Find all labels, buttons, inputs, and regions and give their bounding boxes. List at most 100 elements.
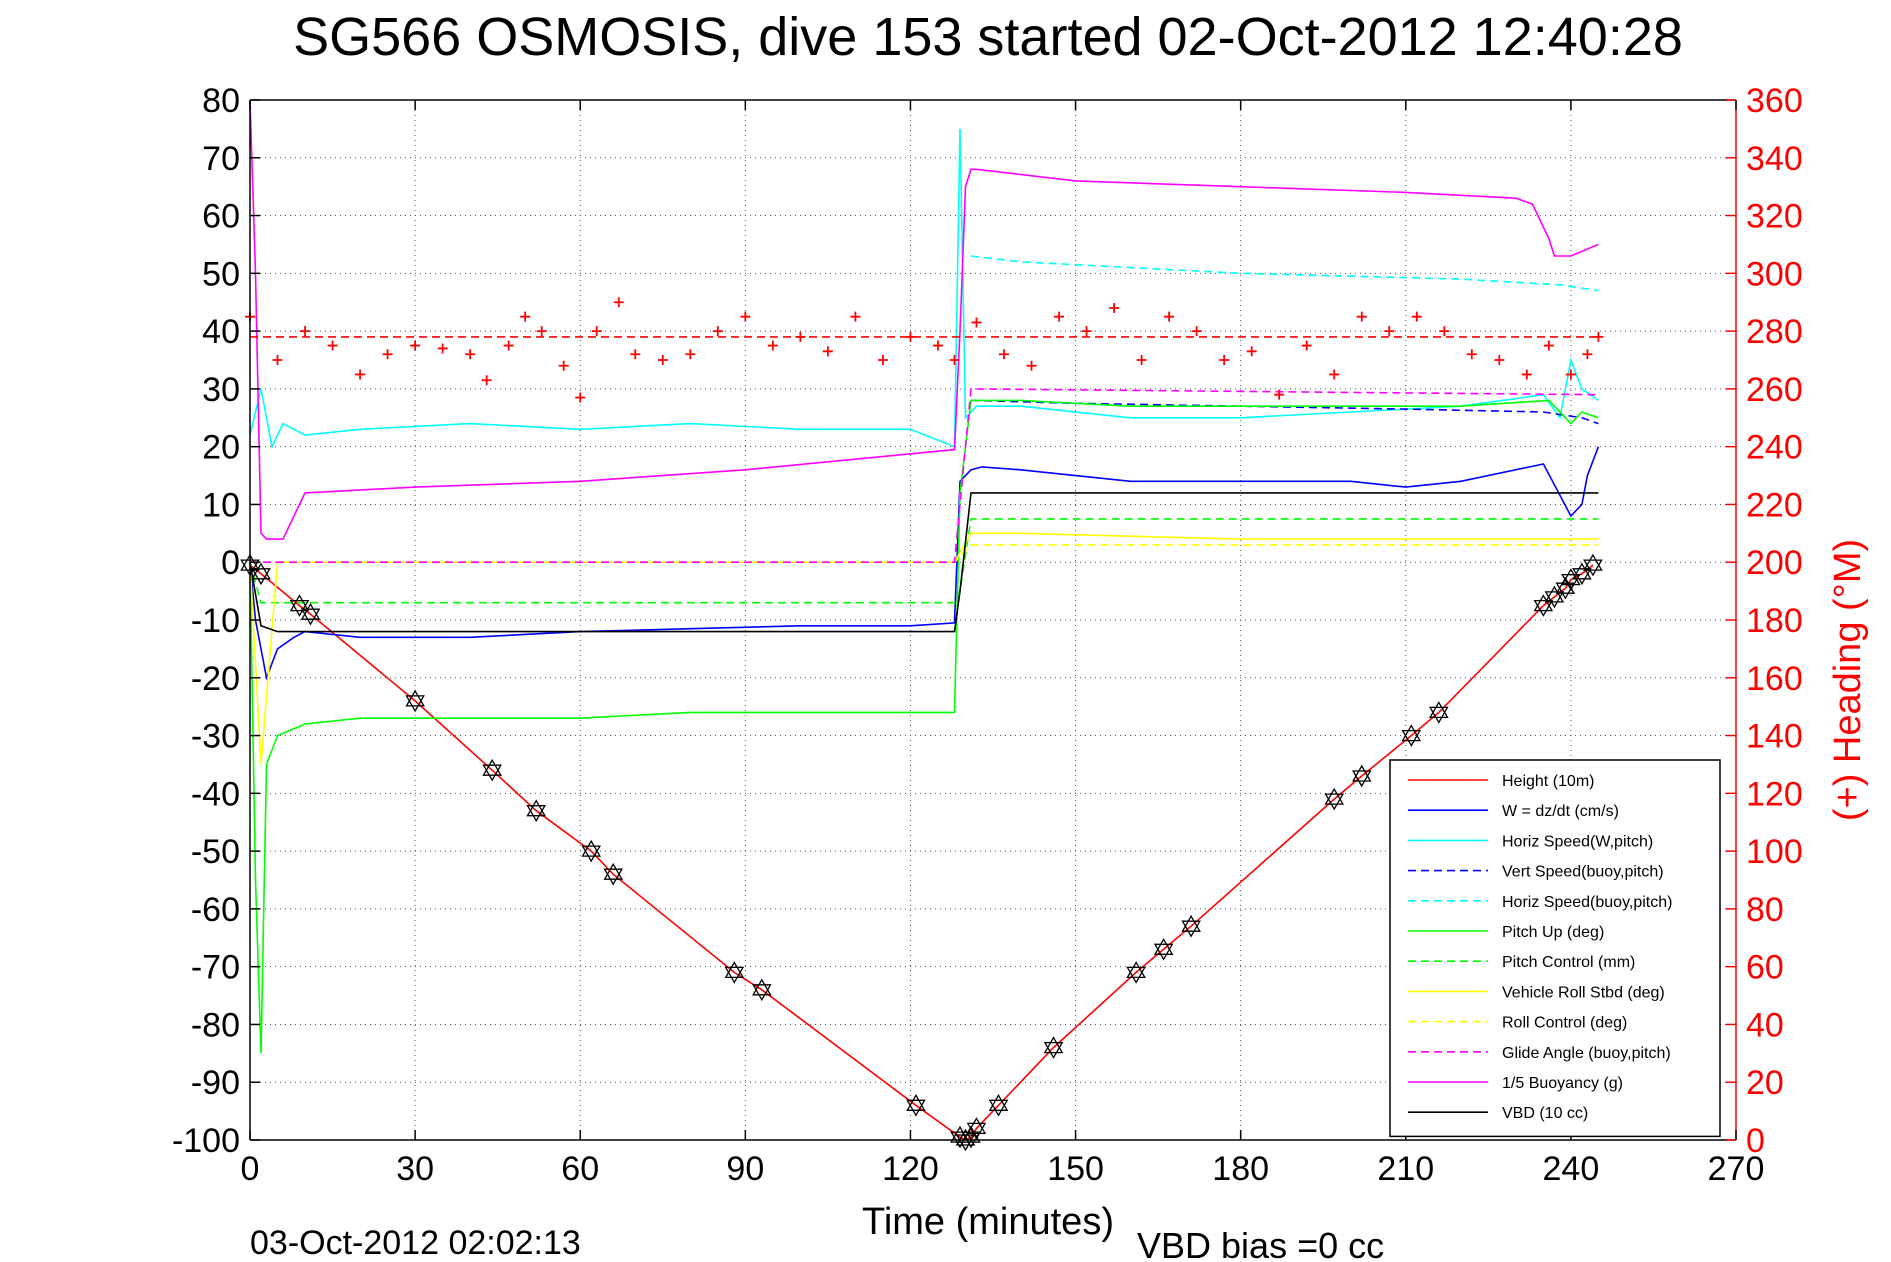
height-marker-down — [1544, 591, 1565, 609]
height-marker-up — [1428, 701, 1449, 719]
heading-marker — [1054, 311, 1065, 322]
height-marker-up — [581, 839, 602, 857]
right-axis-label: (+) Heading (°M) — [1827, 539, 1869, 821]
legend-label: W = dz/dt (cm/s) — [1502, 803, 1619, 820]
y-tick-label: -20 — [191, 660, 240, 698]
height-marker-down — [966, 1122, 987, 1140]
legend-label: Vehicle Roll Stbd (deg) — [1502, 984, 1665, 1001]
heading-marker — [877, 355, 888, 365]
series-horiz-speed-w-pitch — [249, 128, 1599, 450]
height-marker-up — [752, 978, 772, 996]
height-marker-down — [1324, 793, 1345, 811]
axes: 0 30 60 90 120 150 180 210 240 270 80 70 60 50 40 30 20 1… — [172, 82, 1803, 1188]
height-marker-up — [988, 1094, 1009, 1111]
y2-tick-label: 280 — [1746, 313, 1803, 351]
y2-tick-label: 320 — [1746, 198, 1803, 236]
height-marker-up — [289, 594, 310, 612]
height-marker-down — [1126, 966, 1146, 984]
legend-label: VBD (10 cc) — [1502, 1105, 1588, 1122]
y-tick-label: -70 — [191, 949, 240, 987]
heading-marker — [1026, 360, 1037, 371]
heading-marker — [1191, 326, 1202, 337]
height-marker-down — [482, 764, 502, 782]
height-marker-up — [1555, 576, 1576, 594]
heading-marker — [1329, 369, 1340, 380]
heading-marker — [1543, 340, 1554, 351]
heading-markers — [245, 297, 1604, 403]
series-vbd-10-cc — [249, 492, 1599, 633]
height-marker-down — [1351, 770, 1372, 788]
height-marker-down — [1153, 943, 1174, 961]
height-marker-up — [1572, 562, 1592, 580]
legend: Height (10m) W = dz/dt (cm/s) Horiz Speed(… — [1389, 759, 1721, 1138]
height-marker-down — [1583, 559, 1603, 577]
heading-marker — [1466, 349, 1477, 360]
heading-marker — [949, 355, 960, 365]
y2-tick-label: 60 — [1746, 949, 1784, 987]
heading-marker — [1109, 303, 1120, 313]
y2-tick-label: 140 — [1746, 718, 1803, 756]
heading-marker — [300, 326, 311, 337]
heading-marker — [558, 360, 569, 371]
heading-marker — [1164, 311, 1175, 322]
x-tick-label: 150 — [1047, 1150, 1104, 1188]
height-markers — [240, 553, 1603, 1152]
heading-marker — [712, 326, 723, 337]
legend-label: Horiz Speed(W,pitch) — [1502, 833, 1653, 850]
height-marker-down — [300, 608, 321, 626]
series-1-5-buoyancy-g — [249, 99, 1599, 540]
height-marker-up — [1126, 961, 1146, 979]
height-marker-up — [1181, 914, 1201, 932]
height-marker-down — [906, 1099, 926, 1117]
heading-marker — [1246, 346, 1257, 357]
height-marker-up — [1324, 787, 1345, 805]
height-marker-up — [300, 602, 321, 620]
heading-marker — [1384, 326, 1395, 337]
y2-tick-label: 300 — [1746, 255, 1803, 293]
y2-tick-label: 20 — [1746, 1064, 1784, 1102]
height-marker-down — [1181, 920, 1201, 938]
legend-label: Pitch Control (mm) — [1502, 954, 1635, 971]
y2-tick-label: 220 — [1746, 486, 1803, 524]
height-marker-down — [251, 568, 271, 586]
legend-label: Glide Angle (buoy,pitch) — [1502, 1045, 1671, 1062]
height-marker-up — [603, 862, 624, 880]
heading-marker — [481, 375, 492, 386]
height-marker-up — [1153, 937, 1174, 955]
heading-marker — [536, 326, 547, 337]
heading-marker — [1081, 326, 1092, 337]
height-marker-up — [1583, 553, 1603, 571]
series-horiz-speed-buoy-pitch — [970, 255, 1599, 292]
y2-tick-label: 180 — [1746, 602, 1803, 640]
heading-marker — [850, 311, 861, 322]
heading-marker — [613, 297, 624, 308]
y-tick-label: -80 — [191, 1006, 240, 1044]
legend-box — [1389, 759, 1721, 1138]
y2-tick-label: 0 — [1746, 1122, 1765, 1160]
height-marker-down — [581, 845, 602, 863]
height-marker-down — [1428, 706, 1449, 724]
height-marker-down — [603, 868, 624, 886]
heading-marker — [999, 349, 1010, 360]
height-marker-down — [1561, 573, 1581, 591]
footer-timestamp: 03-Oct-2012 02:02:13 — [250, 1224, 581, 1262]
y-tick-label: 60 — [202, 198, 240, 236]
x-tick-label: 60 — [561, 1150, 599, 1188]
height-marker-up — [526, 799, 547, 817]
y-tick-label: -50 — [191, 833, 240, 871]
height-marker-down — [1572, 568, 1592, 586]
y-tick-label: 50 — [202, 255, 240, 293]
y2-tick-label: 120 — [1746, 775, 1803, 813]
y-tick-label: -10 — [191, 602, 240, 640]
heading-marker — [1494, 355, 1505, 365]
y2-tick-label: 240 — [1746, 429, 1803, 467]
heading-marker — [767, 340, 778, 351]
y-tick-label: 70 — [202, 140, 240, 178]
y-tick-label: 10 — [202, 486, 240, 524]
height-marker-up — [1043, 1036, 1064, 1054]
height-marker-down — [526, 805, 547, 822]
x-tick-label: 240 — [1543, 1150, 1600, 1188]
series-glide-angle-buoy-pitch — [250, 388, 1599, 564]
height-marker-up — [405, 689, 425, 707]
